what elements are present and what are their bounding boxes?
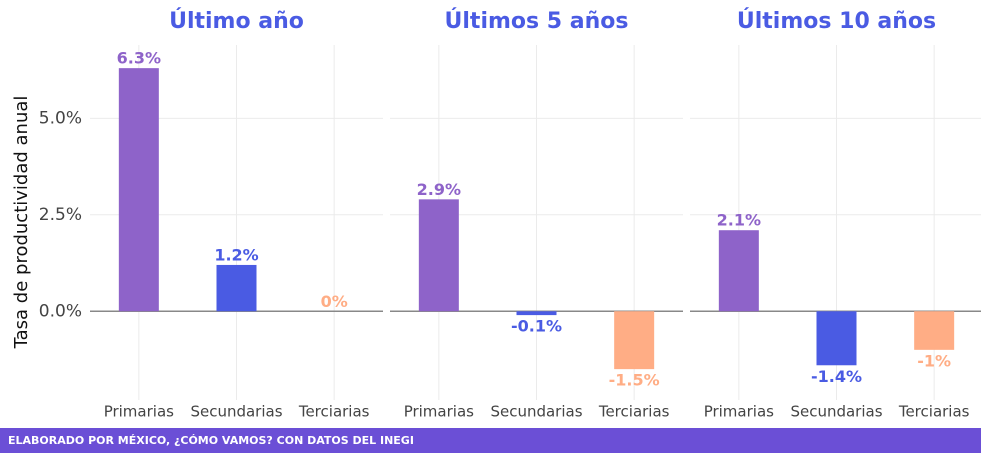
footer-bar: [0, 428, 981, 453]
bar: [118, 68, 159, 312]
y-tick-label: 0.0%: [39, 301, 82, 321]
data-label: -0.1%: [511, 317, 562, 336]
x-tick-label: Terciarias: [598, 403, 670, 421]
bar: [516, 311, 557, 316]
footer-text: ELABORADO POR MÉXICO, ¿CÓMO VAMOS? CON D…: [8, 434, 414, 447]
data-label: 2.9%: [417, 180, 461, 199]
panel-title: Últimos 5 años: [445, 8, 629, 34]
x-tick-label: Secundarias: [790, 403, 882, 421]
x-tick-label: Secundarias: [490, 403, 582, 421]
panel-title: Último año: [169, 8, 304, 34]
x-tick-label: Terciarias: [898, 403, 970, 421]
bar: [614, 311, 655, 370]
y-tick-label: 2.5%: [39, 205, 82, 225]
data-label: -1%: [917, 351, 951, 370]
x-tick-label: Primarias: [704, 403, 774, 421]
data-label: 2.1%: [717, 211, 761, 230]
data-label: -1.4%: [811, 367, 862, 386]
x-tick-label: Primarias: [104, 403, 174, 421]
data-label: 0%: [321, 292, 348, 311]
data-label: -1.5%: [609, 371, 660, 390]
bar: [816, 311, 857, 366]
x-tick-label: Secundarias: [190, 403, 282, 421]
x-tick-label: Primarias: [404, 403, 474, 421]
bar: [914, 311, 955, 350]
data-label: 1.2%: [214, 245, 258, 264]
data-label: 6.3%: [117, 49, 161, 68]
x-tick-label: Terciarias: [298, 403, 370, 421]
panel-title: Últimos 10 años: [737, 8, 936, 34]
bar: [418, 199, 459, 312]
y-axis-label: Tasa de productividad anual: [11, 96, 32, 350]
bar: [718, 230, 759, 312]
bar: [216, 264, 257, 312]
y-tick-label: 5.0%: [39, 108, 82, 128]
